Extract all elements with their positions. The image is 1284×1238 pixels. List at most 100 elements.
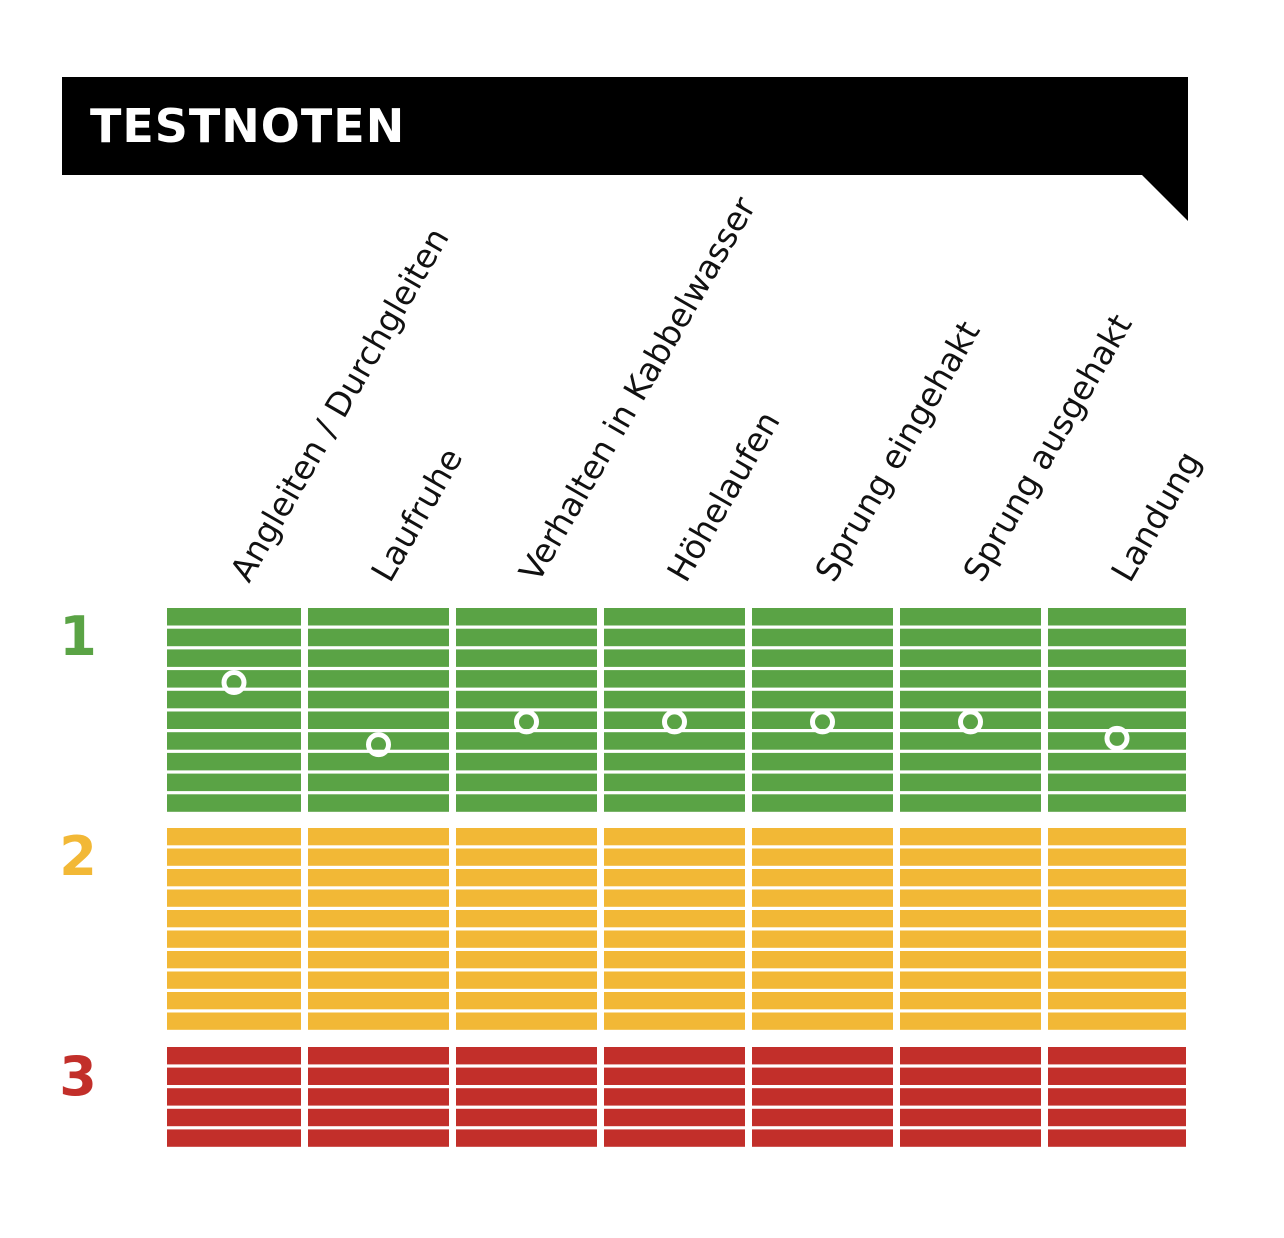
grade-band-cell bbox=[167, 1047, 301, 1065]
grade-band-cell bbox=[167, 971, 301, 989]
score-marker bbox=[810, 709, 835, 735]
grade-band-cell bbox=[752, 828, 893, 846]
grade-band-cell bbox=[752, 1067, 893, 1085]
grade-band-cell bbox=[456, 889, 597, 907]
grade-band-cell bbox=[604, 1047, 745, 1065]
grade-band-cell bbox=[308, 1088, 449, 1106]
grade-band-cell bbox=[752, 732, 893, 750]
grade-band-cell bbox=[604, 971, 745, 989]
grade-band-cell bbox=[167, 910, 301, 928]
grade-band-cell bbox=[456, 910, 597, 928]
grade-band-cell bbox=[900, 773, 1041, 792]
grade-band-cell bbox=[308, 649, 449, 667]
grade-band-cell bbox=[752, 971, 893, 989]
grade-band-cell bbox=[900, 1108, 1041, 1127]
grade-band-cell bbox=[1048, 1067, 1186, 1085]
category-label: Sprung eingehakt bbox=[807, 314, 988, 588]
grade-band-cell bbox=[167, 628, 301, 647]
grade-band-cell bbox=[604, 752, 745, 771]
grade-band-cell bbox=[900, 711, 1041, 729]
grade-band-cell bbox=[900, 1129, 1041, 1147]
grade-band-cell bbox=[456, 1129, 597, 1147]
grade-band-cell bbox=[456, 752, 597, 771]
grade-band-cell bbox=[308, 773, 449, 792]
grade-band-cell bbox=[900, 1012, 1041, 1030]
grade-band-cell bbox=[456, 649, 597, 667]
grade-band-cell bbox=[752, 773, 893, 792]
grade-band-cell bbox=[604, 1088, 745, 1106]
grade-band-cell bbox=[1048, 889, 1186, 907]
grade-band-cell bbox=[752, 869, 893, 887]
grade-band-cell bbox=[900, 992, 1041, 1010]
score-marker bbox=[958, 709, 983, 735]
grade-band-cell bbox=[1048, 1129, 1186, 1147]
grade-band-cell bbox=[752, 1088, 893, 1106]
grade-band-cell bbox=[456, 711, 597, 729]
grade-band-cell bbox=[167, 951, 301, 969]
grade-band-cell bbox=[1048, 752, 1186, 771]
grade-band-cell bbox=[456, 1108, 597, 1127]
grade-band-cell bbox=[1048, 608, 1186, 626]
grade-band-cell bbox=[456, 794, 597, 812]
grade-band-cell bbox=[604, 1067, 745, 1085]
score-marker bbox=[366, 732, 391, 758]
grade-label-1: 1 bbox=[59, 605, 97, 668]
grade-band-cell bbox=[456, 828, 597, 846]
grade-band-cell bbox=[900, 608, 1041, 626]
grade-band-cell bbox=[900, 951, 1041, 969]
grade-band-cell bbox=[900, 910, 1041, 928]
grade-band-cell bbox=[456, 848, 597, 866]
grade-band-cell bbox=[752, 1047, 893, 1065]
score-marker bbox=[662, 709, 687, 735]
grade-band-cell bbox=[900, 794, 1041, 812]
grade-band-cell bbox=[308, 951, 449, 969]
grade-band-cell bbox=[456, 690, 597, 709]
grade-band-cell bbox=[456, 869, 597, 887]
grade-band-cell bbox=[752, 670, 893, 688]
grade-band-cell bbox=[1048, 828, 1186, 846]
category-label: Höhelaufen bbox=[659, 404, 787, 588]
grade-band-cell bbox=[752, 951, 893, 969]
chart-title: TESTNOTEN bbox=[90, 99, 406, 153]
grade-band-cell bbox=[1048, 773, 1186, 792]
grade-band-cell bbox=[900, 1088, 1041, 1106]
grade-band-cell bbox=[604, 773, 745, 792]
grade-band-cell bbox=[1048, 628, 1186, 647]
grade-band-cell bbox=[308, 752, 449, 771]
grade-band-cell bbox=[456, 732, 597, 750]
grade-band-cell bbox=[900, 628, 1041, 647]
grade-band-cell bbox=[900, 732, 1041, 750]
grade-band-cell bbox=[604, 869, 745, 887]
grade-label-3: 3 bbox=[59, 1045, 97, 1108]
grade-band-cell bbox=[752, 1012, 893, 1030]
grade-band-cell bbox=[900, 930, 1041, 948]
grade-band-cell bbox=[456, 670, 597, 688]
grade-band-cell bbox=[167, 1067, 301, 1085]
grade-band-cell bbox=[456, 971, 597, 989]
grade-band-cell bbox=[167, 732, 301, 750]
grade-band-cell bbox=[900, 971, 1041, 989]
grade-band-cell bbox=[167, 848, 301, 866]
grade-band-cell bbox=[308, 1067, 449, 1085]
grade-band-cell bbox=[167, 889, 301, 907]
grade-band-cell bbox=[604, 951, 745, 969]
grade-band-cell bbox=[167, 752, 301, 771]
grade-band-cell bbox=[900, 1047, 1041, 1065]
grade-band-cell bbox=[1048, 1047, 1186, 1065]
grade-band-cell bbox=[308, 608, 449, 626]
grade-band-cell bbox=[1048, 992, 1186, 1010]
grade-band-cell bbox=[752, 628, 893, 647]
title-banner bbox=[62, 77, 1188, 221]
grade-band-cell bbox=[1048, 869, 1186, 887]
grade-band-cell bbox=[1048, 1012, 1186, 1030]
grade-band-cell bbox=[900, 670, 1041, 688]
grade-band-cell bbox=[167, 1088, 301, 1106]
grade-band-cell bbox=[167, 670, 301, 688]
grade-band-cell bbox=[604, 1108, 745, 1127]
grade-band-cell bbox=[308, 711, 449, 729]
grade-band-cell bbox=[752, 992, 893, 1010]
grade-band-cell bbox=[167, 1129, 301, 1147]
grade-band-cell bbox=[167, 828, 301, 846]
grade-band-cell bbox=[604, 889, 745, 907]
grade-band-cell bbox=[752, 794, 893, 812]
